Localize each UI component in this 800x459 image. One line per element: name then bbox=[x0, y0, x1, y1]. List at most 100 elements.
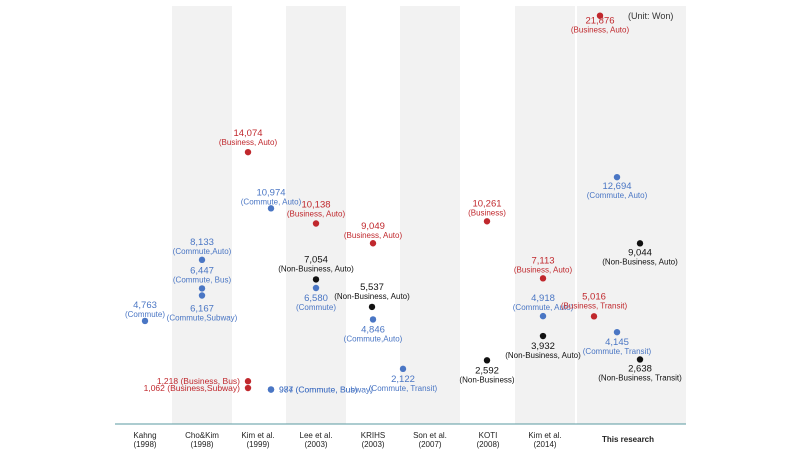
data-value-label: 6,167 bbox=[190, 303, 214, 314]
data-value-label: 5,537 bbox=[360, 282, 384, 293]
data-desc-label: (Non-Business) bbox=[459, 375, 514, 384]
data-label: 974 (Commute, Subway) bbox=[279, 385, 373, 395]
data-point bbox=[244, 148, 252, 156]
column-band-5 bbox=[400, 6, 460, 424]
data-point bbox=[244, 384, 252, 392]
data-desc-label: (Business, Auto) bbox=[514, 265, 573, 274]
data-label: 1,218 (Business, Bus) bbox=[157, 376, 240, 386]
data-value-label: 10,261 bbox=[472, 198, 501, 209]
data-desc-label: (Business, Auto) bbox=[287, 209, 346, 218]
category-label: Lee et al. bbox=[300, 431, 333, 440]
data-point bbox=[369, 316, 377, 323]
data-value-label: 5,016 bbox=[582, 291, 606, 302]
data-desc-label: (Non-Business, Auto) bbox=[334, 292, 410, 301]
data-point bbox=[267, 205, 275, 212]
category-year-label: (1998) bbox=[133, 440, 156, 449]
category-year-label: (2007) bbox=[418, 440, 441, 449]
data-value-label: 6,447 bbox=[190, 265, 214, 276]
data-value-label: 9,044 bbox=[628, 247, 652, 258]
data-value-label: 10,974 bbox=[256, 187, 285, 198]
data-desc-label: (Commute, Bus) bbox=[173, 275, 232, 284]
data-value-label: 4,145 bbox=[605, 337, 629, 348]
data-desc-label: (Commute, Transit) bbox=[583, 347, 652, 356]
data-value-label: 14,074 bbox=[233, 128, 262, 139]
category-label: KRIHS bbox=[361, 431, 385, 440]
column-band-this-research bbox=[577, 6, 686, 424]
data-desc-label: (Commute, Auto) bbox=[241, 197, 302, 206]
data-value-label: 9,049 bbox=[361, 221, 385, 232]
data-value-label: 4,846 bbox=[361, 324, 385, 335]
data-desc-label: (Commute, Auto) bbox=[587, 191, 648, 200]
data-value-label: 6,580 bbox=[304, 293, 328, 304]
data-desc-label: (Commute,Auto) bbox=[173, 247, 232, 256]
data-desc-label: (Business) bbox=[468, 208, 506, 217]
data-point bbox=[369, 240, 377, 247]
data-label: 987 (Commute, Bus) bbox=[279, 384, 358, 394]
data-point bbox=[596, 12, 604, 19]
column-band-7 bbox=[515, 6, 575, 424]
data-value-label: 10,138 bbox=[301, 199, 330, 210]
data-desc-label: (Business, Auto) bbox=[219, 138, 278, 147]
category-label: KOTI bbox=[479, 431, 498, 440]
data-point bbox=[312, 284, 320, 292]
data-point bbox=[198, 285, 206, 292]
data-point bbox=[590, 313, 598, 320]
category-year-label: (2003) bbox=[304, 440, 327, 449]
data-desc-label: (Non-Business, Auto) bbox=[505, 351, 581, 360]
data-point bbox=[636, 356, 644, 363]
data-point bbox=[267, 386, 275, 393]
data-value-label: 4,918 bbox=[531, 293, 555, 304]
data-point bbox=[613, 328, 621, 336]
data-desc-label: (Business, Auto) bbox=[571, 26, 630, 35]
category-year-label: (1999) bbox=[246, 440, 269, 449]
data-value-label: 12,694 bbox=[602, 181, 631, 192]
unit-label: (Unit: Won) bbox=[628, 11, 674, 21]
data-desc-label: (Non-Business, Auto) bbox=[602, 257, 678, 266]
data-value-label: 4,763 bbox=[133, 300, 157, 311]
data-desc-label: (Commute, Auto) bbox=[513, 303, 574, 312]
category-label: Cho&Kim bbox=[185, 431, 219, 440]
category-labels: Kahng(1998)Cho&Kim(1998)Kim et al.(1999)… bbox=[133, 431, 654, 449]
data-value-label: 8,133 bbox=[190, 237, 214, 248]
category-label: This research bbox=[602, 435, 654, 444]
data-point bbox=[368, 303, 376, 311]
data-desc-label: (Commute) bbox=[296, 303, 336, 312]
data-desc-label: (Business, Transit) bbox=[561, 301, 628, 310]
data-desc-label: (Commute,Auto) bbox=[344, 334, 403, 343]
category-year-label: (2003) bbox=[361, 440, 384, 449]
data-desc-label: (Commute) bbox=[125, 310, 165, 319]
data-point bbox=[636, 240, 644, 247]
data-point bbox=[312, 276, 320, 283]
data-point bbox=[483, 218, 491, 225]
data-point bbox=[539, 312, 547, 320]
data-point bbox=[539, 275, 547, 282]
category-label: Kahng bbox=[133, 431, 156, 440]
data-value-label: 2,638 bbox=[628, 363, 652, 374]
data-desc-label: (Non-Business, Auto) bbox=[278, 264, 354, 273]
data-point bbox=[539, 332, 547, 340]
data-value-label: 2,122 bbox=[391, 374, 415, 385]
data-point bbox=[399, 365, 407, 373]
category-year-label: (1998) bbox=[190, 440, 213, 449]
data-point bbox=[483, 357, 491, 364]
column-band-3 bbox=[286, 6, 346, 424]
data-value-label: 7,113 bbox=[531, 255, 554, 266]
category-label: Kim et al. bbox=[528, 431, 561, 440]
data-label: 1,062 (Business,Subway) bbox=[144, 383, 241, 393]
category-label: Son et al. bbox=[413, 431, 447, 440]
category-label: Kim et al. bbox=[241, 431, 274, 440]
data-points: 4,763(Commute)8,133(Commute,Auto)6,447(C… bbox=[125, 12, 682, 395]
data-desc-label: (Business, Auto) bbox=[344, 231, 403, 240]
data-point bbox=[244, 378, 252, 385]
data-value-label: 2,592 bbox=[475, 365, 499, 376]
data-value-label: 21,876 bbox=[585, 16, 614, 27]
data-point bbox=[613, 173, 621, 181]
data-point bbox=[141, 317, 149, 325]
data-point bbox=[312, 220, 320, 227]
data-point bbox=[198, 292, 206, 299]
data-desc-label: (Commute,Subway) bbox=[167, 313, 238, 322]
data-point bbox=[198, 256, 206, 264]
data-desc-label: (Commute, Transit) bbox=[369, 384, 438, 393]
data-value-label: 3,932 bbox=[531, 341, 555, 352]
